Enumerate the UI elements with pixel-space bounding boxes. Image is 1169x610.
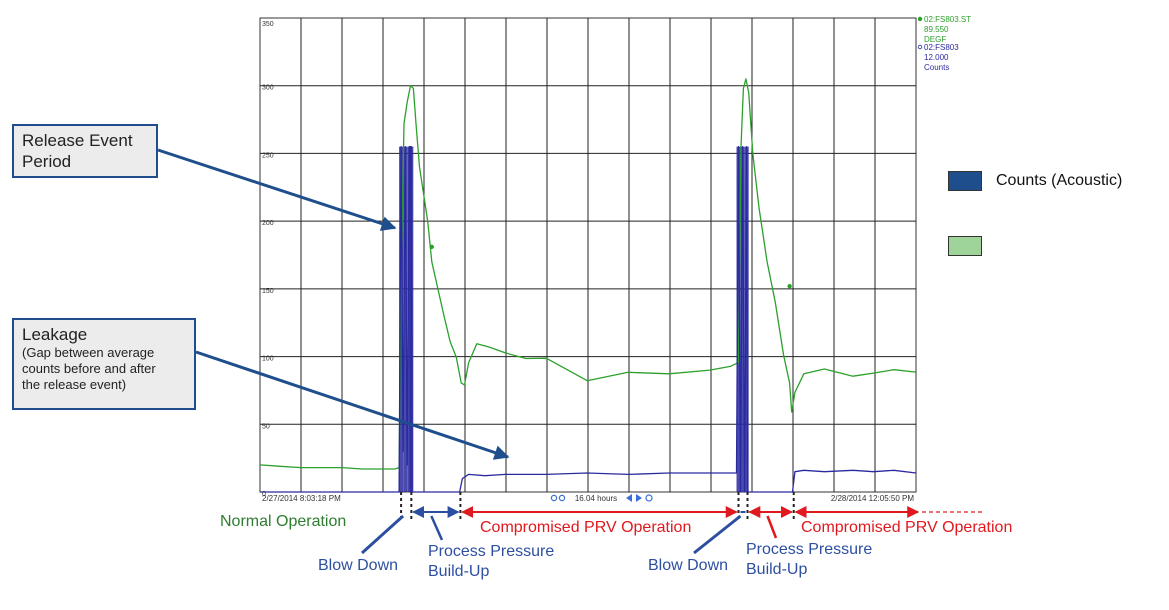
x-end-label: 2/28/2014 12:05:50 PM <box>831 494 915 503</box>
blow-down-pointer-2 <box>693 514 742 555</box>
counts-spike-bar <box>740 146 745 492</box>
y-tick-label: 350 <box>262 21 274 28</box>
y-tick-label: 150 <box>262 288 274 295</box>
leakage-callout: Leakage (Gap between average counts befo… <box>12 318 196 410</box>
y-tick-label: 100 <box>262 356 274 363</box>
legend-swatch-temperature <box>948 236 982 256</box>
series-tag-value: 12.000 <box>924 53 949 62</box>
series-tag-name: 02:FS803 <box>924 43 959 52</box>
legend-label-counts: Counts (Acoustic) <box>996 172 1123 189</box>
legend-item-counts: Counts (Acoustic) <box>948 171 1122 191</box>
blow-down-pointer-1 <box>360 514 405 555</box>
y-tick-label: 300 <box>262 85 274 92</box>
compromised-label-1: Compromised PRV Operation <box>480 519 691 536</box>
leakage-arrow <box>195 350 510 460</box>
compromised-label-2: Compromised PRV Operation <box>801 519 1012 536</box>
series-counts-line <box>260 146 917 493</box>
series-tag-value: 89.550 <box>924 25 949 34</box>
x-start-label: 2/27/2014 8:03:18 PM <box>262 494 341 503</box>
blow-down-label-2: Blow Down <box>648 557 728 574</box>
series-tag-marker <box>917 44 923 50</box>
normal-operation-label: Normal Operation <box>220 513 346 530</box>
build-up-pointer-1 <box>430 515 444 541</box>
build-up-label-2: Process Pressure Build-Up <box>746 541 872 578</box>
counts-spike-bar <box>403 146 408 492</box>
series-temperature-line <box>259 78 917 470</box>
y-tick-label: 50 <box>262 423 270 430</box>
build-up-pointer-2 <box>766 515 778 539</box>
legend-item-temperature <box>948 236 996 256</box>
build-up-label-1: Process Pressure Build-Up <box>428 543 554 580</box>
time-span-label: 16.04 hours <box>575 494 617 503</box>
temperature-marker <box>787 283 792 289</box>
series-tag-marker <box>917 16 923 22</box>
series-tag-unit: Counts <box>924 63 949 72</box>
scroll-right-icon <box>636 494 642 502</box>
blow-down-label-1: Blow Down <box>318 557 398 574</box>
zoom-out-icon <box>558 494 566 502</box>
release-event-callout: Release Event Period <box>12 124 158 178</box>
leakage-subtitle: (Gap between average counts before and a… <box>22 345 156 392</box>
scroll-left-icon <box>626 494 632 502</box>
series-tag-name: 02:FS803.ST <box>924 15 971 24</box>
temperature-marker <box>429 244 434 250</box>
y-tick-label: 0 <box>262 491 266 498</box>
refresh-icon <box>645 494 653 502</box>
zoom-in-icon <box>550 494 558 502</box>
leakage-title: Leakage <box>22 325 88 344</box>
y-tick-label: 200 <box>262 220 274 227</box>
release-event-arrow <box>157 148 397 231</box>
series-tag-unit: DEGF <box>924 35 946 44</box>
release-event-title: Release Event Period <box>22 131 133 171</box>
y-tick-label: 250 <box>262 152 274 159</box>
counts-spike-bar <box>407 146 412 492</box>
legend-swatch-counts <box>948 171 982 191</box>
